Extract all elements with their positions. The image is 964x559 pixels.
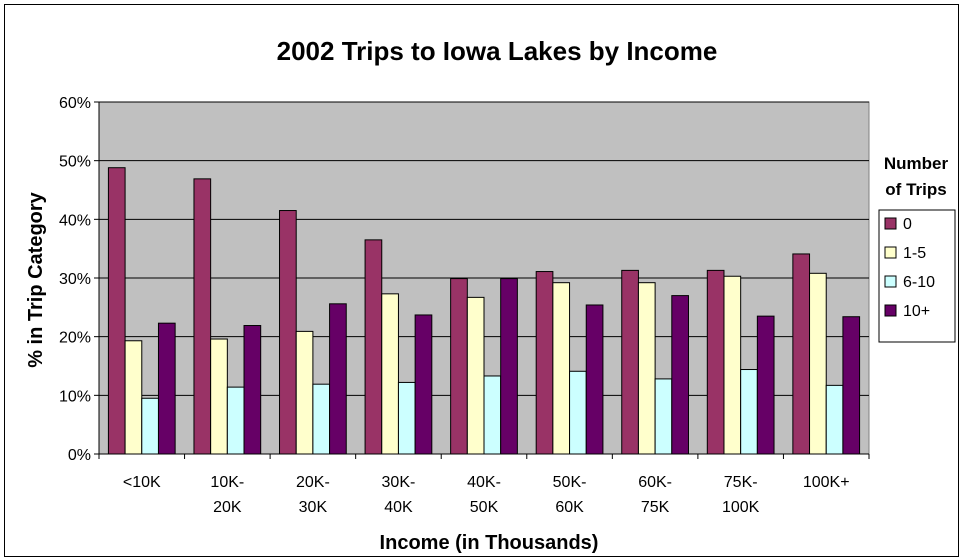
legend: Number of Trips 0 1-5 6-10 10+ — [878, 154, 956, 343]
bar — [295, 330, 314, 455]
legend-swatch — [884, 304, 897, 317]
bar — [500, 278, 518, 455]
legend-label: 1-5 — [903, 245, 926, 262]
bar — [552, 282, 571, 455]
bar — [569, 370, 587, 455]
y-tick-label: 50% — [59, 154, 91, 171]
legend-label: 0 — [903, 216, 912, 233]
bar — [825, 384, 844, 455]
x-tick-label: 20K- — [296, 474, 330, 491]
bar — [723, 275, 742, 455]
bar — [329, 303, 347, 455]
x-tick-label: 60K — [555, 499, 584, 516]
x-tick-label: <10K — [123, 474, 161, 491]
x-tick-label: 60K- — [638, 474, 672, 491]
x-tick-label: 20K — [213, 499, 242, 516]
bar — [279, 210, 297, 455]
bar — [210, 338, 228, 455]
x-axis-title: Income (in Thousands) — [380, 532, 599, 554]
bar — [621, 269, 639, 455]
y-tick-label: 40% — [59, 212, 91, 229]
chart-title: 2002 Trips to Iowa Lakes by Income — [277, 36, 718, 66]
x-tick-label: 75K — [641, 499, 670, 516]
bar — [381, 293, 399, 455]
x-tick-label: 30K- — [382, 474, 416, 491]
y-tick-label: 60% — [59, 95, 91, 112]
y-tick-label: 20% — [59, 330, 91, 347]
bar — [141, 397, 159, 455]
x-tick-label: 40K- — [467, 474, 501, 491]
y-tick-label: 10% — [59, 388, 91, 405]
y-tick-label: 0% — [68, 447, 91, 464]
bar — [124, 340, 143, 455]
x-axis: <10K 10K- 20K 20K- 30K 30K- 40K 40K- 50K 50K- 60K 6… — [98, 453, 870, 516]
x-tick-label: 10K- — [210, 474, 244, 491]
bar — [483, 375, 502, 455]
x-tick-label: 100K+ — [803, 474, 850, 491]
legend-swatch — [884, 246, 897, 259]
bar — [157, 322, 176, 455]
x-tick-label: 75K- — [724, 474, 758, 491]
bar — [364, 239, 383, 455]
bar — [414, 314, 433, 455]
bar — [107, 167, 126, 455]
bar — [397, 381, 416, 455]
legend-swatch — [884, 217, 897, 230]
bar — [450, 278, 468, 455]
y-axis: 0% 10% 20% 30% 40% 50% 60% — [59, 95, 100, 464]
legend-label: 6-10 — [903, 274, 935, 291]
bar — [312, 383, 331, 455]
bar — [585, 304, 604, 455]
legend-swatch — [884, 275, 897, 288]
legend-title: of Trips — [885, 180, 946, 199]
bar — [792, 253, 811, 455]
bar — [637, 282, 656, 455]
bar — [466, 296, 485, 455]
bar — [654, 378, 673, 455]
x-tick-label: 40K — [384, 499, 413, 516]
x-tick-label: 100K — [722, 499, 760, 516]
y-tick-label: 30% — [59, 271, 91, 288]
bar — [809, 272, 827, 455]
bar — [226, 386, 245, 455]
bar — [193, 178, 212, 455]
x-tick-label: 50K — [470, 499, 499, 516]
bar — [243, 325, 262, 455]
bar — [842, 316, 861, 455]
legend-label: 10+ — [903, 303, 930, 320]
bar — [535, 271, 554, 455]
bar — [756, 315, 775, 455]
bar — [706, 269, 725, 455]
bar — [671, 295, 689, 455]
y-axis-title: % in Trip Category — [25, 191, 47, 367]
x-tick-label: 50K- — [553, 474, 587, 491]
x-tick-label: 30K — [299, 499, 328, 516]
legend-title: Number — [884, 154, 949, 173]
bar — [740, 369, 758, 455]
